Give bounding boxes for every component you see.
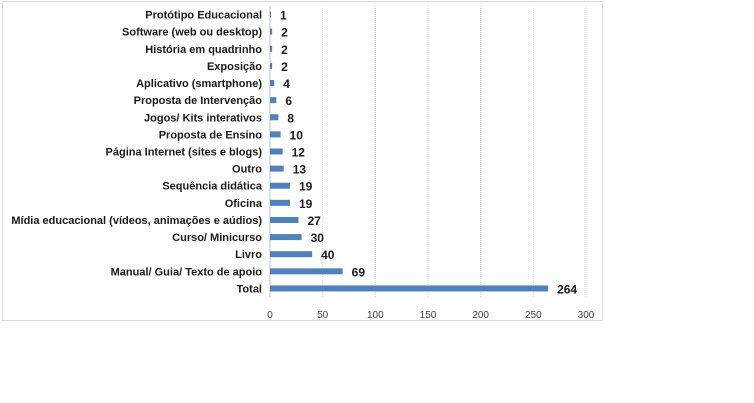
value-label-2: 2 xyxy=(281,43,288,57)
x-tick-label-200: 200 xyxy=(472,310,489,321)
x-tick-label-250: 250 xyxy=(525,310,542,321)
value-label-8: 12 xyxy=(292,146,306,160)
value-label-5: 6 xyxy=(285,94,292,108)
category-label-5: Proposta de Intervenção xyxy=(134,95,263,107)
value-label-7: 10 xyxy=(290,128,304,142)
value-label-16: 264 xyxy=(557,282,577,296)
value-label-10: 19 xyxy=(299,180,313,194)
bar-10 xyxy=(270,182,291,189)
bar-5 xyxy=(270,97,277,104)
category-label-16: Total xyxy=(237,283,262,295)
x-tick-label-100: 100 xyxy=(367,310,384,321)
bar-15 xyxy=(270,268,343,275)
bar-12 xyxy=(270,216,299,223)
category-label-3: Exposição xyxy=(207,61,262,73)
bar-4 xyxy=(270,80,275,87)
category-label-13: Curso/ Minicurso xyxy=(172,232,262,244)
bar-14 xyxy=(270,251,313,258)
value-label-3: 2 xyxy=(281,60,288,74)
category-label-10: Sequência didática xyxy=(162,181,263,193)
value-label-6: 8 xyxy=(287,111,294,125)
category-label-12: Mídia educacional (vídeos, animações e a… xyxy=(11,215,262,227)
value-label-15: 69 xyxy=(352,265,366,279)
category-label-7: Proposta de Ensino xyxy=(159,129,263,141)
bar-7 xyxy=(270,131,281,138)
category-label-4: Aplicativo (smartphone) xyxy=(136,78,262,90)
category-label-0: Protótipo Educacional xyxy=(145,10,262,22)
x-tick-label-300: 300 xyxy=(578,310,595,321)
value-label-13: 30 xyxy=(311,231,325,245)
bar-1 xyxy=(270,28,273,35)
x-tick-label-50: 50 xyxy=(317,310,329,321)
bar-13 xyxy=(270,234,302,241)
x-tick-label-150: 150 xyxy=(420,310,437,321)
bar-2 xyxy=(270,45,273,52)
value-label-12: 27 xyxy=(307,214,321,228)
bar-16 xyxy=(270,285,549,292)
bar-8 xyxy=(270,148,283,155)
bar-0 xyxy=(270,11,272,18)
value-label-0: 1 xyxy=(280,9,287,23)
value-label-14: 40 xyxy=(321,248,335,262)
category-label-15: Manual/ Guia/ Texto de apoio xyxy=(111,266,263,278)
bar-6 xyxy=(270,114,279,121)
bar-11 xyxy=(270,199,291,206)
category-label-6: Jogos/ Kits interativos xyxy=(144,112,262,124)
chart-area xyxy=(2,1,603,321)
category-label-9: Outro xyxy=(232,164,262,176)
value-label-4: 4 xyxy=(283,77,290,91)
category-label-8: Página Internet (sites e blogs) xyxy=(106,147,263,159)
value-label-1: 2 xyxy=(281,26,288,40)
category-label-1: Software (web ou desktop) xyxy=(122,27,262,39)
bar-9 xyxy=(270,165,284,172)
category-label-11: Oficina xyxy=(225,198,263,210)
x-tick-label-0: 0 xyxy=(267,310,273,321)
category-label-14: Livro xyxy=(235,249,262,261)
value-label-9: 13 xyxy=(293,163,307,177)
bar-3 xyxy=(270,62,273,69)
value-label-11: 19 xyxy=(299,197,313,211)
category-label-2: História em quadrinho xyxy=(145,44,262,56)
